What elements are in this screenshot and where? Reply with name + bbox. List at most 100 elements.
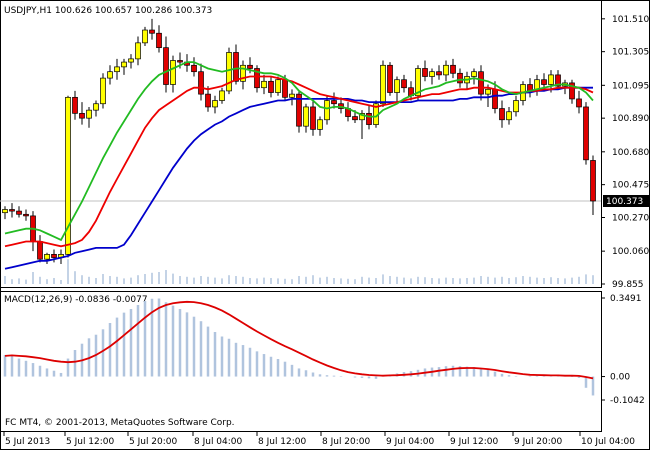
time-axis: 5 Jul 2013 5 Jul 12:00 5 Jul 20:00 8 Jul 04…	[3, 432, 635, 447]
candle-bear	[177, 60, 183, 63]
candle-bull	[142, 29, 148, 44]
candle-bull	[443, 64, 449, 76]
candle-bear	[156, 32, 162, 49]
candle-bear	[352, 116, 358, 121]
candle-bull	[128, 58, 134, 63]
candle-bull	[415, 68, 421, 97]
candle-bear	[205, 93, 211, 108]
candle-bear	[198, 71, 204, 95]
candle-bear	[254, 68, 260, 89]
time-tick-label: 5 Jul 20:00	[129, 437, 178, 447]
macd-tick-label: 0.3491	[610, 294, 642, 304]
candle-bear	[51, 254, 57, 258]
candle-bull	[513, 100, 519, 113]
current-price-text: 100.373	[606, 197, 643, 207]
candle-bull	[240, 64, 246, 82]
candle-bear	[331, 100, 337, 105]
candle-bear	[576, 98, 582, 108]
time-tick-label: 10 Jul 04:00	[581, 437, 635, 447]
candle-bull	[429, 71, 435, 77]
macd-histogram	[3, 298, 595, 396]
candle-bear	[37, 241, 43, 260]
price-tick-label: 101.305	[612, 48, 649, 58]
candle-bull	[44, 254, 50, 260]
time-tick-label: 5 Jul 2013	[5, 437, 50, 447]
candle-bear	[541, 79, 547, 85]
candle-bear	[583, 106, 589, 161]
candle-bull	[135, 42, 141, 60]
candle-bear	[492, 88, 498, 109]
moving-averages	[4, 61, 594, 270]
price-tick-label: 101.510	[612, 15, 649, 25]
copyright-text: FC MT4, © 2001-2013, MetaQuotes Software…	[5, 418, 235, 428]
candle-bear	[436, 71, 442, 76]
candle-bear	[72, 96, 78, 114]
candle-bull	[548, 74, 554, 85]
ma-fast-line	[4, 61, 594, 242]
time-tick-label: 8 Jul 04:00	[194, 437, 243, 447]
candle-bull	[65, 96, 71, 255]
candle-bear	[590, 160, 596, 202]
candle-bear	[79, 113, 85, 119]
candle-bear	[9, 209, 15, 212]
candle-bear	[569, 82, 575, 100]
candle-bear	[233, 52, 239, 82]
candle-bull	[93, 103, 99, 111]
macd-axis: 0.3491 0.00 -0.1042	[601, 294, 645, 406]
candlesticks	[2, 18, 596, 264]
price-tick-label: 100.475	[612, 181, 649, 191]
macd-signal-line	[4, 300, 594, 380]
candle-bull	[359, 113, 365, 121]
price-axis: 101.510 101.305 101.095 100.890 100.680 100.4…	[601, 15, 649, 290]
candle-bull	[380, 64, 386, 105]
candle-bear	[450, 64, 456, 74]
candle-bull	[212, 100, 218, 108]
macd-tick-label: 0.00	[610, 373, 630, 383]
volume-bars	[4, 259, 594, 284]
candle-bear	[401, 79, 407, 89]
time-tick-label: 5 Jul 12:00	[66, 437, 115, 447]
candle-bull	[317, 119, 323, 130]
candle-bull	[471, 71, 477, 77]
candle-bull	[394, 79, 400, 93]
candle-bull	[170, 60, 176, 85]
macd-tick-label: -0.1042	[610, 396, 645, 406]
candle-bull	[261, 80, 267, 89]
candle-bull	[506, 111, 512, 121]
candle-bull	[226, 52, 232, 92]
time-tick-label: 9 Jul 04:00	[386, 437, 435, 447]
candle-bear	[282, 79, 288, 98]
candle-bull	[485, 88, 491, 95]
candle-bear	[310, 106, 316, 130]
macd-pane-frame	[0, 291, 602, 432]
candle-bull	[324, 100, 330, 121]
candle-bull	[107, 71, 113, 79]
candle-bear	[149, 29, 155, 34]
candle-bear	[422, 68, 428, 77]
ma-slow-line	[4, 86, 593, 270]
candle-bull	[219, 90, 225, 101]
price-tick-label: 99.855	[612, 280, 644, 290]
candle-bull	[100, 77, 106, 105]
price-tick-label: 101.095	[612, 81, 649, 91]
candle-bear	[268, 80, 274, 93]
ma-mid-line	[4, 75, 594, 248]
candle-bear	[296, 93, 302, 127]
candle-bear	[247, 64, 253, 69]
candle-bull	[86, 109, 92, 119]
macd-header: MACD(12,26,9) -0.0836 -0.0077	[4, 295, 148, 305]
symbol-header: USDJPY,H1 100.626 100.657 100.286 100.37…	[4, 6, 212, 16]
time-tick-label: 8 Jul 12:00	[258, 437, 307, 447]
candle-bear	[478, 71, 484, 95]
price-tick-label: 100.270	[612, 214, 649, 224]
candle-bull	[289, 93, 295, 98]
candle-bear	[23, 213, 29, 217]
price-tick-label: 100.060	[612, 247, 649, 257]
candle-bull	[114, 66, 120, 73]
candle-bear	[499, 108, 505, 121]
time-tick-label: 8 Jul 20:00	[322, 437, 371, 447]
candle-bear	[191, 64, 197, 73]
